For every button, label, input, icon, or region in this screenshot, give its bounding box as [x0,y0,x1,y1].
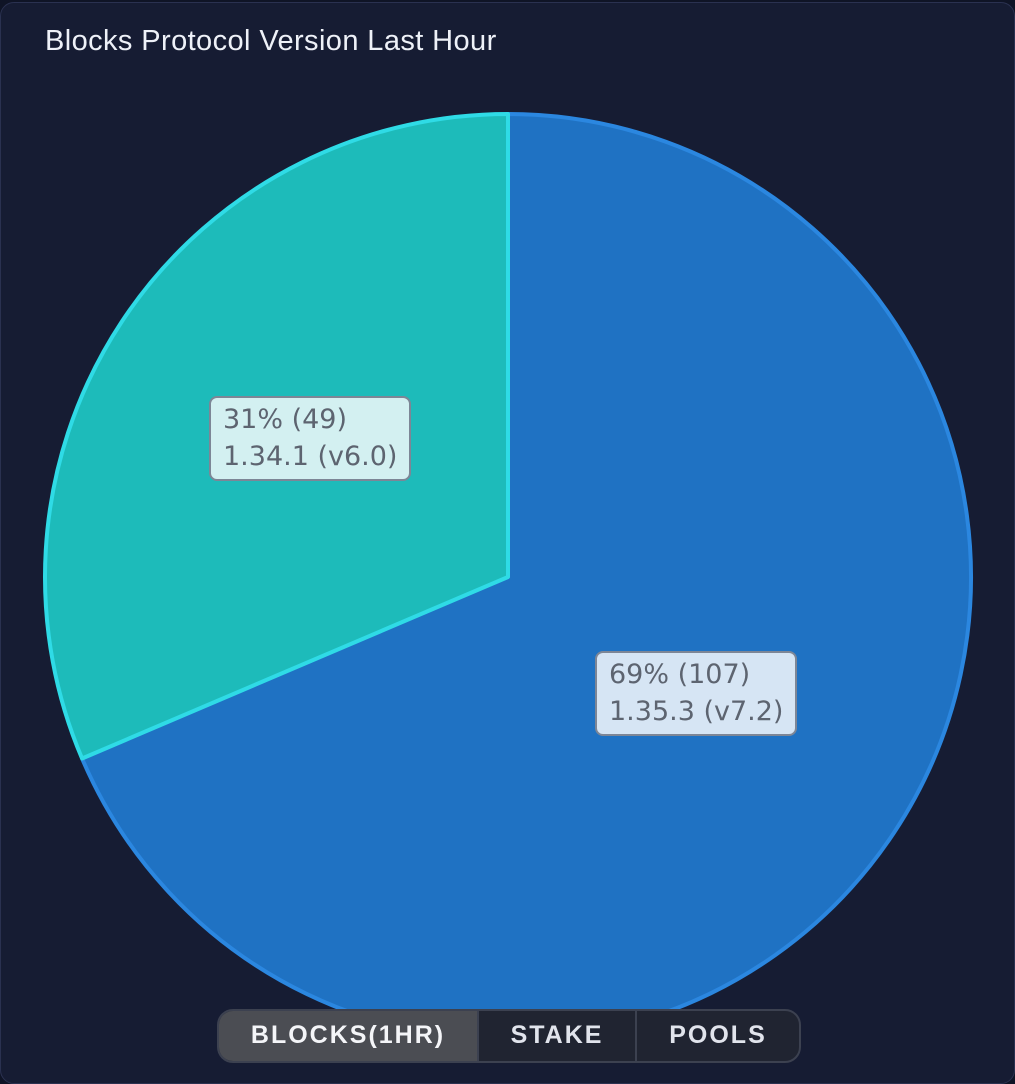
tab-pools[interactable]: POOLS [669,1021,767,1049]
slice-label-v7-version: 1.35.3 (v7.2) [609,696,784,727]
tab-stake[interactable]: STAKE [479,1011,637,1061]
slice-label-v7: 69% (107) 1.35.3 (v7.2) [595,651,798,736]
slice-label-v6-version: 1.34.1 (v6.0) [223,441,398,472]
slice-label-v7-percent: 69% (107) [609,659,751,690]
slice-label-v6: 31% (49) 1.34.1 (v6.0) [209,396,412,481]
view-tabs: BLOCKS(1HR) STAKE POOLS [217,1009,801,1063]
slice-label-v6-percent: 31% (49) [223,404,348,435]
tab-blocks-1hr[interactable]: BLOCKS(1HR) [219,1011,479,1061]
slice-v7[interactable] [80,112,973,1042]
chart-title: Blocks Protocol Version Last Hour [45,25,497,57]
pie-chart [43,112,973,1042]
